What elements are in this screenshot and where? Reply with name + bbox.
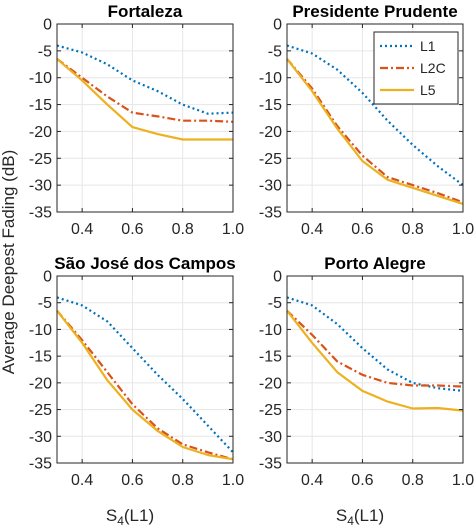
panel-sao-jose-dos-campos: 0 -5 -10 -15 -20 -25 -30 -35 0.4 0.6 0.8 1.0 São Jos…	[29, 254, 244, 489]
x-axis-label-subscript: 4	[117, 514, 124, 528]
y-tick-label: -15	[259, 97, 282, 114]
plot-area	[287, 276, 463, 463]
x-tick-label: 0.6	[351, 472, 373, 489]
x-tick-label: 0.6	[351, 221, 373, 238]
y-axis-label: Average Deepest Fading (dB)	[0, 150, 18, 375]
x-tick-label: 0.8	[402, 472, 424, 489]
y-tick-label: -30	[29, 429, 52, 446]
plot-frame	[56, 275, 234, 464]
y-tick-label: -10	[259, 322, 282, 339]
x-tick-label: 0.8	[172, 472, 194, 489]
plot-frame	[286, 23, 464, 213]
x-tick-label: 0.4	[301, 472, 323, 489]
y-tick-label: -25	[29, 402, 52, 419]
x-axis-label-rest: (L1)	[354, 506, 384, 525]
x-tick-label: 0.4	[301, 221, 323, 238]
series-line-l5	[56, 58, 233, 141]
plot-frame	[56, 23, 234, 213]
panel-title: Fortaleza	[108, 2, 183, 21]
legend-label-l1: L1	[420, 38, 436, 54]
y-tick-label: -15	[259, 349, 282, 366]
y-tick-label: -10	[29, 70, 52, 87]
series-line-l1	[286, 296, 464, 392]
y-tick-label: -35	[259, 456, 282, 473]
x-tick-label: 1.0	[222, 472, 244, 489]
x-tick-label: 0.6	[121, 472, 143, 489]
x-axis-label-right: S4(L1)	[336, 506, 384, 528]
panel-title: Porto Alegre	[324, 254, 425, 273]
plot-area	[57, 276, 233, 463]
y-tick-label: -30	[29, 178, 52, 195]
y-tick-label: 0	[43, 17, 52, 34]
x-axis-label-left: S4(L1)	[106, 506, 154, 528]
y-tick-label: -35	[259, 205, 282, 222]
series-line-l1	[286, 44, 464, 186]
y-tick-label: -20	[29, 375, 52, 392]
series-line-l2c	[56, 58, 234, 123]
legend: L1 L2C L5	[373, 31, 459, 105]
y-tick-label: -30	[259, 429, 282, 446]
y-tick-label: -20	[29, 124, 52, 141]
y-tick-label: 0	[273, 17, 282, 34]
x-tick-label: 0.6	[121, 221, 143, 238]
x-axis-label-main: S	[106, 506, 117, 525]
panel-title: Presidente Prudente	[292, 2, 457, 21]
y-tick-label: -5	[38, 295, 52, 312]
plot-area	[57, 24, 233, 212]
y-tick-label: -15	[29, 97, 52, 114]
y-tick-label: -35	[29, 456, 52, 473]
panel-title: São José dos Campos	[54, 254, 235, 273]
x-tick-label: 1.0	[452, 472, 474, 489]
y-tick-label: 0	[273, 269, 282, 286]
x-tick-label: 1.0	[452, 221, 474, 238]
y-tick-label: -15	[29, 349, 52, 366]
y-tick-label: -35	[29, 205, 52, 222]
x-tick-label: 0.4	[71, 221, 93, 238]
legend-label-l5: L5	[420, 82, 436, 98]
series-line-l5	[286, 58, 464, 205]
series-line-l2c	[286, 58, 464, 204]
x-tick-label: 0.8	[172, 221, 194, 238]
x-axis-label-main: S	[336, 506, 347, 525]
y-tick-label: -20	[259, 375, 282, 392]
y-tick-label: -10	[259, 70, 282, 87]
x-tick-label: 1.0	[222, 221, 244, 238]
x-tick-label: 0.4	[71, 472, 93, 489]
panel-presidente-prudente: 0 -5 -10 -15 -20 -25 -30 -35 0.4 0.6 0.8 1.0 Preside…	[259, 2, 474, 238]
y-tick-label: -25	[29, 151, 52, 168]
x-axis-label-rest: (L1)	[124, 506, 154, 525]
panel-fortaleza: 0 -5 -10 -15 -20 -25 -30 -35 0.4 0.6 0.8 1.0 Fortale…	[29, 2, 244, 238]
plot-frame	[286, 275, 464, 464]
legend-label-l2c: L2C	[420, 60, 446, 76]
y-tick-label: -5	[268, 295, 282, 312]
y-tick-label: -25	[259, 402, 282, 419]
y-tick-label: -5	[268, 43, 282, 60]
x-axis-label-subscript: 4	[347, 514, 354, 528]
x-tick-label: 0.8	[402, 221, 424, 238]
y-tick-label: -30	[259, 178, 282, 195]
y-tick-label: -5	[38, 43, 52, 60]
series-line-l5	[56, 310, 234, 461]
y-tick-label: -10	[29, 322, 52, 339]
y-tick-label: -20	[259, 124, 282, 141]
panel-porto-alegre: 0 -5 -10 -15 -20 -25 -30 -35 0.4 0.6 0.8 1.0 Porto A…	[259, 254, 474, 489]
y-tick-label: -25	[259, 151, 282, 168]
series-line-l2c	[286, 309, 464, 388]
y-tick-label: 0	[43, 269, 52, 286]
series-line-l1	[56, 296, 234, 454]
series-line-l1	[56, 44, 234, 115]
series-line-l5	[286, 310, 464, 412]
